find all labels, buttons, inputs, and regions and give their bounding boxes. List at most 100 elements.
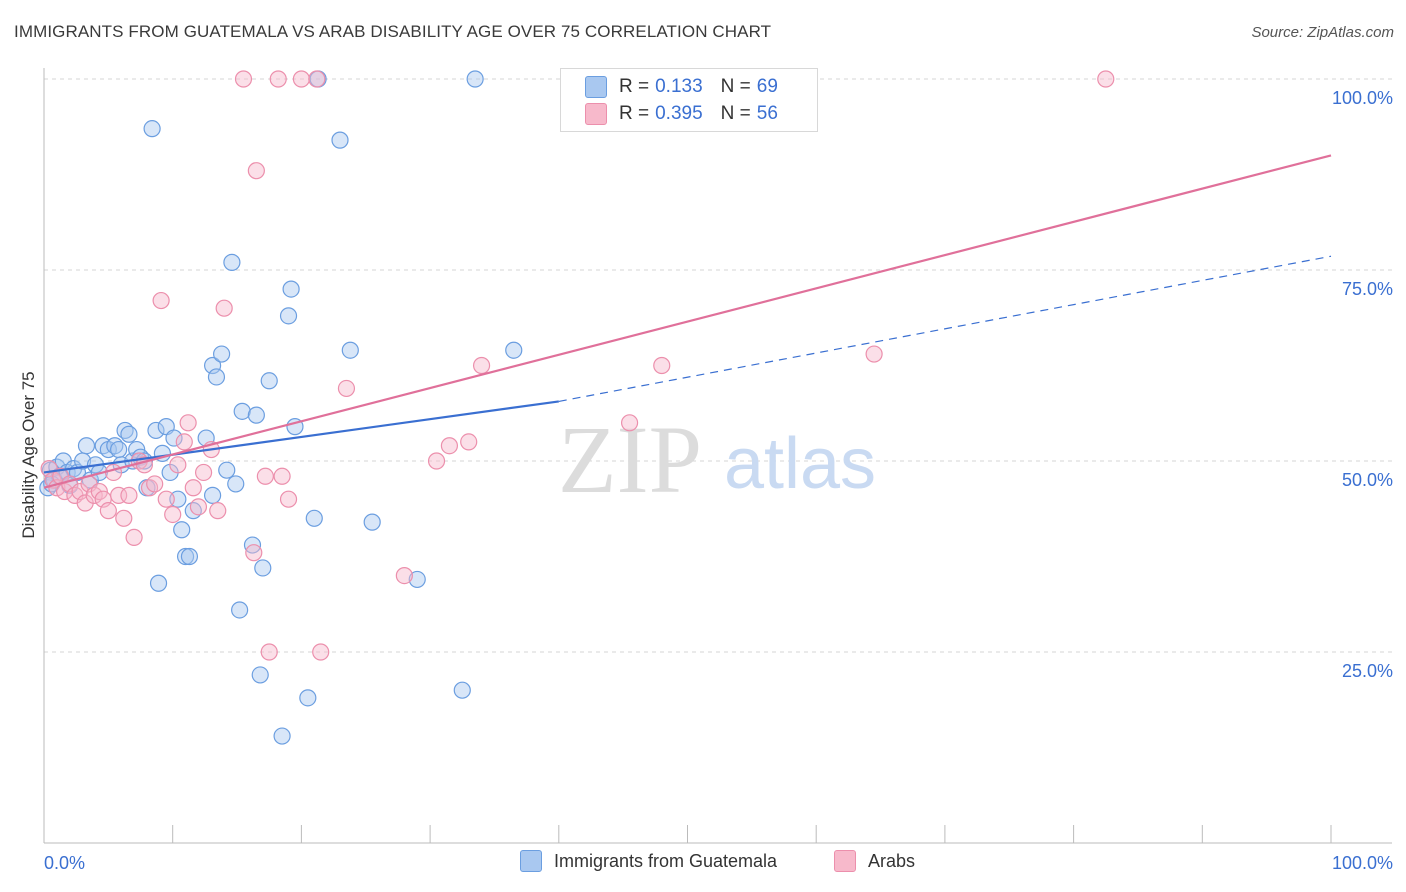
point-guatemala <box>331 131 349 149</box>
point-arabs <box>312 643 330 661</box>
point-guatemala <box>247 406 265 424</box>
gridlines <box>44 78 1392 653</box>
trend-lines <box>43 154 1332 489</box>
point-guatemala <box>282 280 300 298</box>
point-arabs <box>184 479 202 497</box>
x-tick-label: 100.0% <box>1332 853 1393 873</box>
point-arabs <box>460 433 478 451</box>
point-arabs <box>395 566 413 585</box>
series-label-guatemala: Immigrants from Guatemala <box>554 850 778 871</box>
trend-line-guatemala-extension <box>558 255 1332 402</box>
point-arabs <box>1097 70 1115 88</box>
legend-r-label: R = <box>619 76 650 97</box>
watermark-atlas: atlas <box>724 424 876 504</box>
point-arabs <box>164 505 182 524</box>
point-arabs <box>146 475 164 493</box>
series-legend-arabs: Arabs <box>834 850 915 872</box>
point-guatemala <box>77 437 96 455</box>
point-guatemala <box>147 421 165 440</box>
point-arabs <box>292 70 310 88</box>
point-guatemala <box>341 341 359 359</box>
point-guatemala <box>363 513 381 531</box>
series-swatch-guatemala <box>520 850 542 872</box>
series-swatch-arabs <box>834 850 856 872</box>
legend-swatch-pink <box>585 103 607 125</box>
y-tick-label: 50.0% <box>1342 470 1393 490</box>
point-arabs <box>247 162 265 180</box>
legend-r-label: R = <box>619 103 650 124</box>
point-arabs <box>245 544 263 562</box>
point-guatemala <box>165 429 183 447</box>
point-arabs <box>279 490 298 508</box>
series-legend-guatemala: Immigrants from Guatemala <box>520 850 777 872</box>
point-guatemala <box>299 689 317 707</box>
point-arabs <box>234 70 253 88</box>
legend-swatch-blue <box>585 76 607 98</box>
y-tick-label: 75.0% <box>1342 279 1393 299</box>
point-arabs <box>308 70 326 88</box>
point-guatemala <box>505 341 523 359</box>
point-arabs <box>189 498 208 516</box>
point-arabs <box>209 502 227 520</box>
trend-line-guatemala <box>43 400 559 474</box>
point-guatemala <box>120 425 138 443</box>
legend-r-value-pink: 0.395 <box>655 103 703 124</box>
point-arabs <box>620 414 639 432</box>
point-arabs <box>115 509 133 527</box>
point-arabs <box>260 643 278 661</box>
legend-n-value-blue: 69 <box>756 76 778 97</box>
axes <box>43 68 1392 844</box>
y-tick-label: 25.0% <box>1342 661 1393 681</box>
chart-title: IMMIGRANTS FROM GUATEMALA VS ARAB DISABI… <box>14 22 772 41</box>
point-guatemala <box>305 509 323 527</box>
point-arabs <box>179 414 197 432</box>
point-arabs <box>440 437 459 455</box>
legend: R = 0.133 N = 69 R = 0.395 N = 56 <box>560 68 818 132</box>
point-guatemala <box>254 559 272 577</box>
point-guatemala <box>110 440 128 459</box>
point-arabs <box>194 463 213 482</box>
point-guatemala <box>408 570 426 589</box>
point-guatemala <box>453 681 471 699</box>
point-arabs <box>215 299 233 317</box>
point-guatemala <box>279 307 298 325</box>
point-guatemala <box>233 402 251 420</box>
point-guatemala <box>466 70 484 88</box>
legend-r-value-blue: 0.133 <box>655 76 703 97</box>
point-guatemala <box>180 547 199 566</box>
point-guatemala <box>213 345 231 363</box>
point-guatemala <box>143 120 161 138</box>
y-axis-title: Disability Age Over 75 <box>19 371 38 538</box>
legend-n-label: N = <box>720 103 751 124</box>
point-arabs <box>337 379 356 398</box>
axis-labels: Disability Age Over 75 25.0% 50.0% 75.0% 10… <box>19 88 1393 873</box>
point-arabs <box>427 452 446 470</box>
x-tick-label: 0.0% <box>44 853 85 873</box>
point-guatemala <box>251 666 269 684</box>
series-label-arabs: Arabs <box>868 850 916 871</box>
point-guatemala <box>260 372 278 390</box>
trend-line-arabs <box>43 154 1332 489</box>
point-arabs <box>157 490 175 508</box>
legend-n-value-pink: 56 <box>756 103 778 124</box>
point-arabs <box>120 486 138 504</box>
legend-row-blue: R = 0.133 N = 69 <box>585 75 778 99</box>
point-arabs <box>653 356 671 375</box>
point-arabs <box>273 467 291 485</box>
point-arabs <box>175 433 193 451</box>
y-tick-label: 100.0% <box>1332 88 1393 108</box>
data-points <box>39 70 1115 745</box>
point-arabs <box>99 502 117 520</box>
point-arabs <box>256 467 274 485</box>
point-arabs <box>152 291 170 310</box>
point-guatemala <box>231 601 249 619</box>
watermark-zip: ZIP <box>558 406 702 513</box>
point-arabs <box>104 463 123 482</box>
point-arabs <box>125 528 143 547</box>
point-arabs <box>269 70 287 88</box>
point-guatemala <box>223 253 241 271</box>
legend-row-pink: R = 0.395 N = 56 <box>585 102 778 126</box>
point-guatemala <box>227 475 245 493</box>
point-guatemala <box>207 368 226 386</box>
